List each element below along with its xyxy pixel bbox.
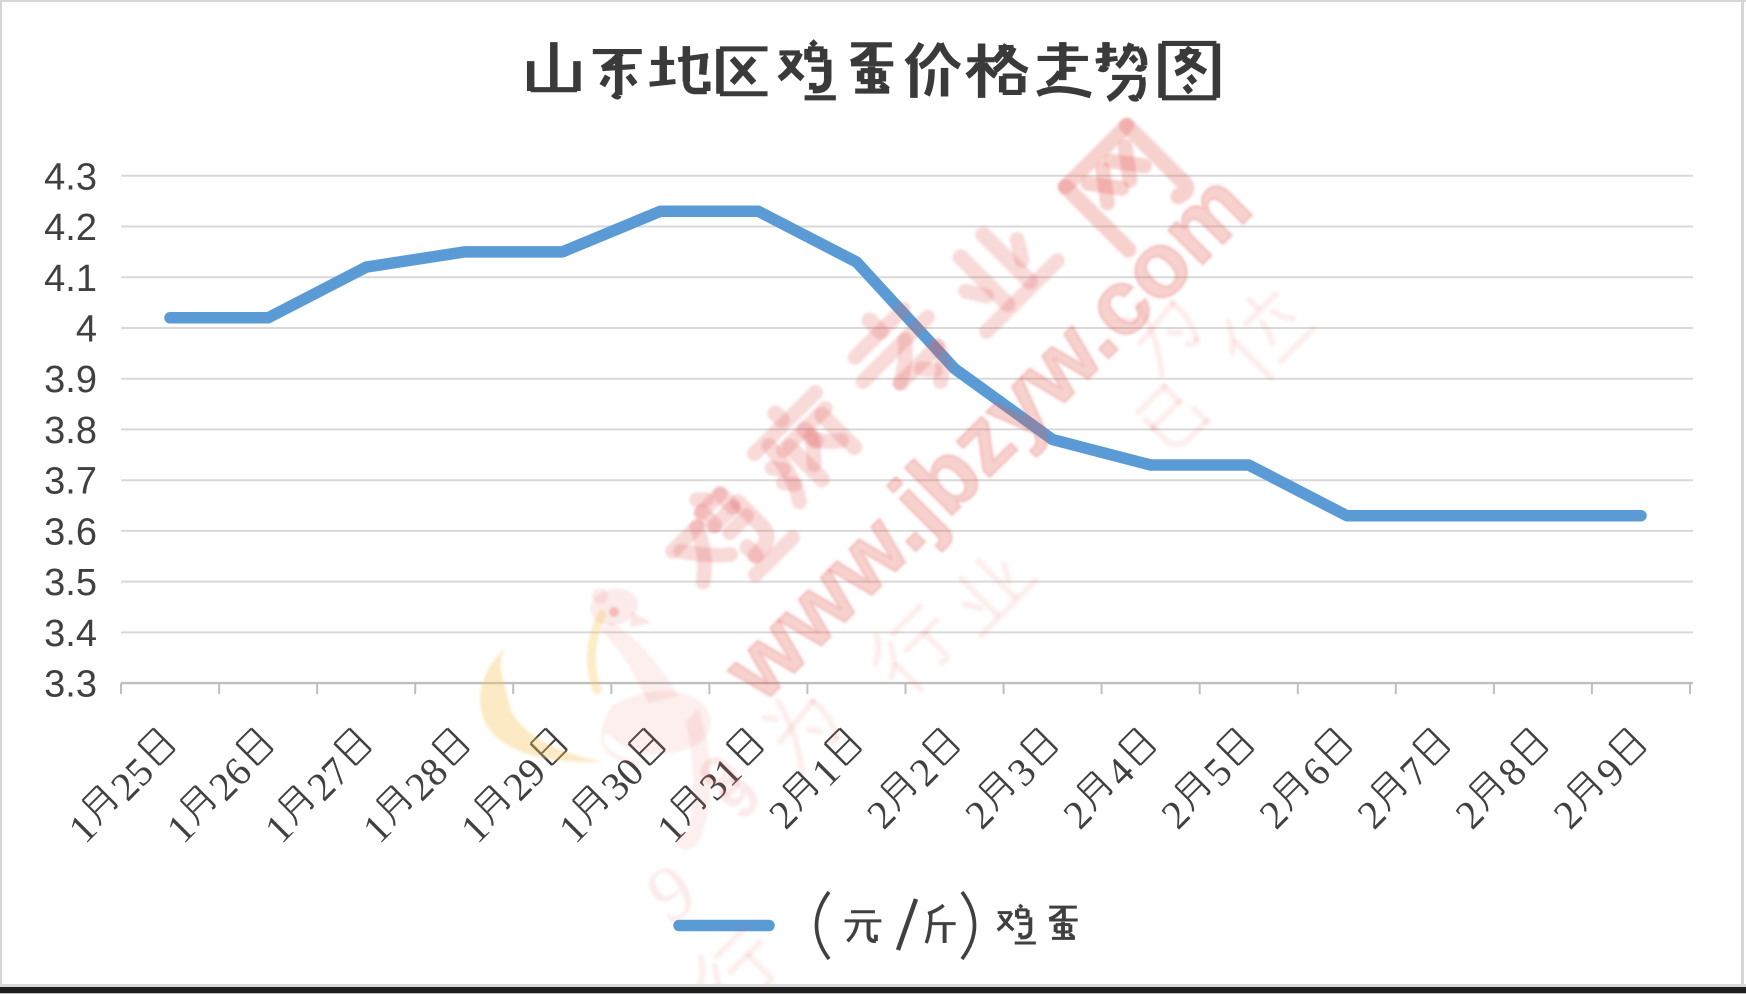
svg-text:3.4: 3.4: [44, 613, 97, 655]
svg-text:3.3: 3.3: [44, 664, 97, 706]
svg-text:3.8: 3.8: [44, 410, 97, 452]
svg-text:4.1: 4.1: [44, 258, 97, 300]
svg-text:4.2: 4.2: [44, 207, 97, 249]
svg-text:3.9: 3.9: [44, 359, 97, 401]
svg-text:4.3: 4.3: [44, 156, 97, 198]
svg-text:3.6: 3.6: [44, 511, 97, 553]
svg-text:3.5: 3.5: [44, 562, 97, 604]
svg-text:3.7: 3.7: [44, 461, 97, 503]
svg-text:4: 4: [76, 309, 97, 351]
